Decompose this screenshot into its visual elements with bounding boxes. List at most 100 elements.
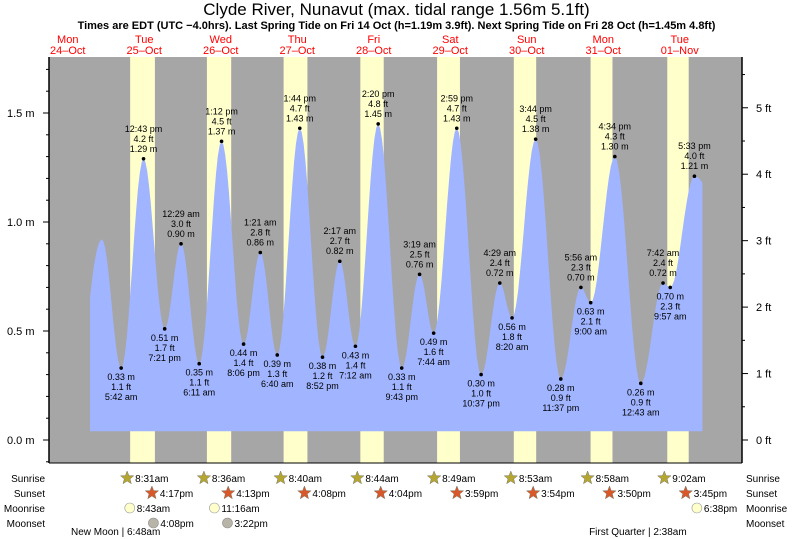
tide-label: 1.1 ft bbox=[392, 382, 413, 392]
tide-point-high bbox=[297, 126, 302, 131]
tide-label: 0.63 m bbox=[577, 307, 605, 317]
tide-label: 1.4 ft bbox=[234, 358, 255, 368]
moonset-icon bbox=[148, 517, 159, 529]
tide-point-low bbox=[275, 353, 280, 357]
tide-label: 1.37 m bbox=[208, 126, 236, 136]
tide-label: 0.76 m bbox=[406, 259, 434, 269]
tide-label: 1.1 ft bbox=[189, 378, 210, 388]
sunset-icon bbox=[449, 485, 465, 500]
moon-phase-label: New Moon | 6:48am bbox=[71, 527, 160, 538]
sunrise-icon bbox=[580, 470, 595, 485]
tide-label: 0.33 m bbox=[388, 372, 416, 382]
date-label: 26–Oct bbox=[203, 45, 238, 57]
tide-label: 0.70 m bbox=[656, 291, 684, 301]
tide-label: 0.30 m bbox=[467, 379, 495, 389]
sunrise-time: 8:58am bbox=[596, 474, 629, 485]
tide-label: 12:43 am bbox=[622, 407, 660, 417]
tide-label: 4.5 ft bbox=[212, 116, 233, 126]
tide-label: 1.30 m bbox=[601, 142, 629, 152]
sunrise-time: 8:44am bbox=[365, 474, 398, 485]
tide-label: 0.82 m bbox=[326, 246, 354, 256]
day-label: Mon bbox=[593, 34, 614, 46]
tide-point-low bbox=[638, 381, 643, 386]
day-label: Sat bbox=[442, 34, 459, 46]
tide-label: 0.86 m bbox=[247, 238, 275, 248]
tide-area bbox=[90, 123, 703, 432]
sunrise-icon bbox=[119, 470, 135, 485]
sunset-row-label: Sunset bbox=[14, 489, 45, 500]
tide-label: 7:12 am bbox=[339, 370, 372, 380]
right-tick-label: 4 ft bbox=[756, 169, 771, 181]
tide-label: 2:17 am bbox=[324, 226, 357, 236]
right-tick-label: 3 ft bbox=[756, 236, 771, 248]
tide-point-high bbox=[497, 281, 502, 285]
sunrise-row-label-right: Sunrise bbox=[746, 474, 780, 485]
tide-label: 7:21 pm bbox=[148, 353, 181, 363]
tide-point-high bbox=[417, 272, 422, 277]
tide-point-low bbox=[668, 285, 673, 290]
tide-label: 1.43 m bbox=[443, 113, 471, 123]
sunset-time: 4:13pm bbox=[236, 489, 269, 500]
tide-label: 2.1 ft bbox=[581, 317, 602, 327]
sunset-time: 3:45pm bbox=[694, 489, 727, 500]
tide-label: 0.9 ft bbox=[631, 397, 652, 407]
tide-point-high bbox=[337, 259, 342, 264]
tide-point-high bbox=[454, 126, 459, 131]
sunset-icon bbox=[678, 485, 694, 500]
sunset-icon bbox=[144, 485, 160, 500]
moonrise-row-label-right: Moonrise bbox=[746, 504, 788, 515]
tide-label: 8:52 pm bbox=[306, 381, 339, 391]
day-label: Tue bbox=[670, 34, 689, 46]
tide-label: 4.5 ft bbox=[526, 114, 547, 124]
day-label: Tue bbox=[135, 34, 154, 46]
right-tick-label: 2 ft bbox=[756, 302, 771, 314]
tide-label: 1.43 m bbox=[286, 113, 314, 123]
tide-label: 4.3 ft bbox=[605, 132, 626, 142]
tide-point-high bbox=[141, 156, 146, 161]
tide-label: 3:19 am bbox=[403, 239, 436, 249]
tide-label: 2:59 pm bbox=[440, 93, 473, 103]
tide-label: 0.90 m bbox=[167, 229, 195, 239]
moonrise-time: 6:38pm bbox=[704, 504, 737, 515]
tide-label: 2:20 pm bbox=[362, 89, 395, 99]
sunset-icon bbox=[602, 485, 617, 500]
left-tick-label: 1.0 m bbox=[7, 217, 35, 229]
tide-point-low bbox=[162, 327, 167, 331]
tide-label: 1.3 ft bbox=[267, 369, 288, 379]
tide-point-high bbox=[179, 242, 183, 246]
date-label: 24–Oct bbox=[50, 45, 85, 57]
day-label: Thu bbox=[288, 34, 307, 46]
sunrise-row-label: Sunrise bbox=[11, 474, 45, 485]
tide-label: 0.70 m bbox=[567, 272, 595, 282]
tide-label: 2.8 ft bbox=[250, 228, 271, 238]
tide-label: 0.28 m bbox=[547, 383, 575, 393]
sunset-icon bbox=[525, 485, 541, 500]
moonset-row-label-right: Moonset bbox=[746, 519, 785, 530]
tide-point-low bbox=[353, 344, 358, 349]
sunrise-icon bbox=[273, 470, 288, 485]
left-tick-label: 0.5 m bbox=[7, 326, 35, 338]
chart-subtitle: Times are EDT (UTC −4.0hrs). Last Spring… bbox=[77, 20, 716, 32]
tide-label: 0.39 m bbox=[263, 359, 291, 369]
tide-label: 1.1 ft bbox=[111, 382, 132, 392]
tide-label: 2.4 ft bbox=[490, 258, 511, 268]
moonrise-icon bbox=[124, 502, 136, 514]
sunrise-time: 8:40am bbox=[289, 474, 322, 485]
date-label: 01–Nov bbox=[661, 45, 699, 57]
tide-label: 4.8 ft bbox=[368, 99, 389, 109]
sunset-icon bbox=[373, 485, 389, 500]
tide-label: 0.56 m bbox=[498, 322, 526, 332]
tide-label: 9:43 pm bbox=[385, 392, 418, 402]
sunrise-icon bbox=[426, 470, 442, 485]
tide-label: 1.6 ft bbox=[424, 347, 445, 357]
moonset-time: 4:08pm bbox=[160, 519, 193, 530]
date-label: 30–Oct bbox=[509, 45, 544, 57]
moonrise-time: 8:43am bbox=[137, 504, 170, 515]
tide-label: 1.7 ft bbox=[155, 343, 176, 353]
tide-label: 3:44 pm bbox=[519, 104, 552, 114]
tide-label: 1.45 m bbox=[364, 109, 392, 119]
tide-label: 2.5 ft bbox=[410, 249, 431, 259]
sunrise-time: 8:49am bbox=[442, 474, 475, 485]
moon-phase-label: First Quarter | 2:38am bbox=[589, 527, 687, 538]
date-label: 31–Oct bbox=[586, 45, 621, 57]
